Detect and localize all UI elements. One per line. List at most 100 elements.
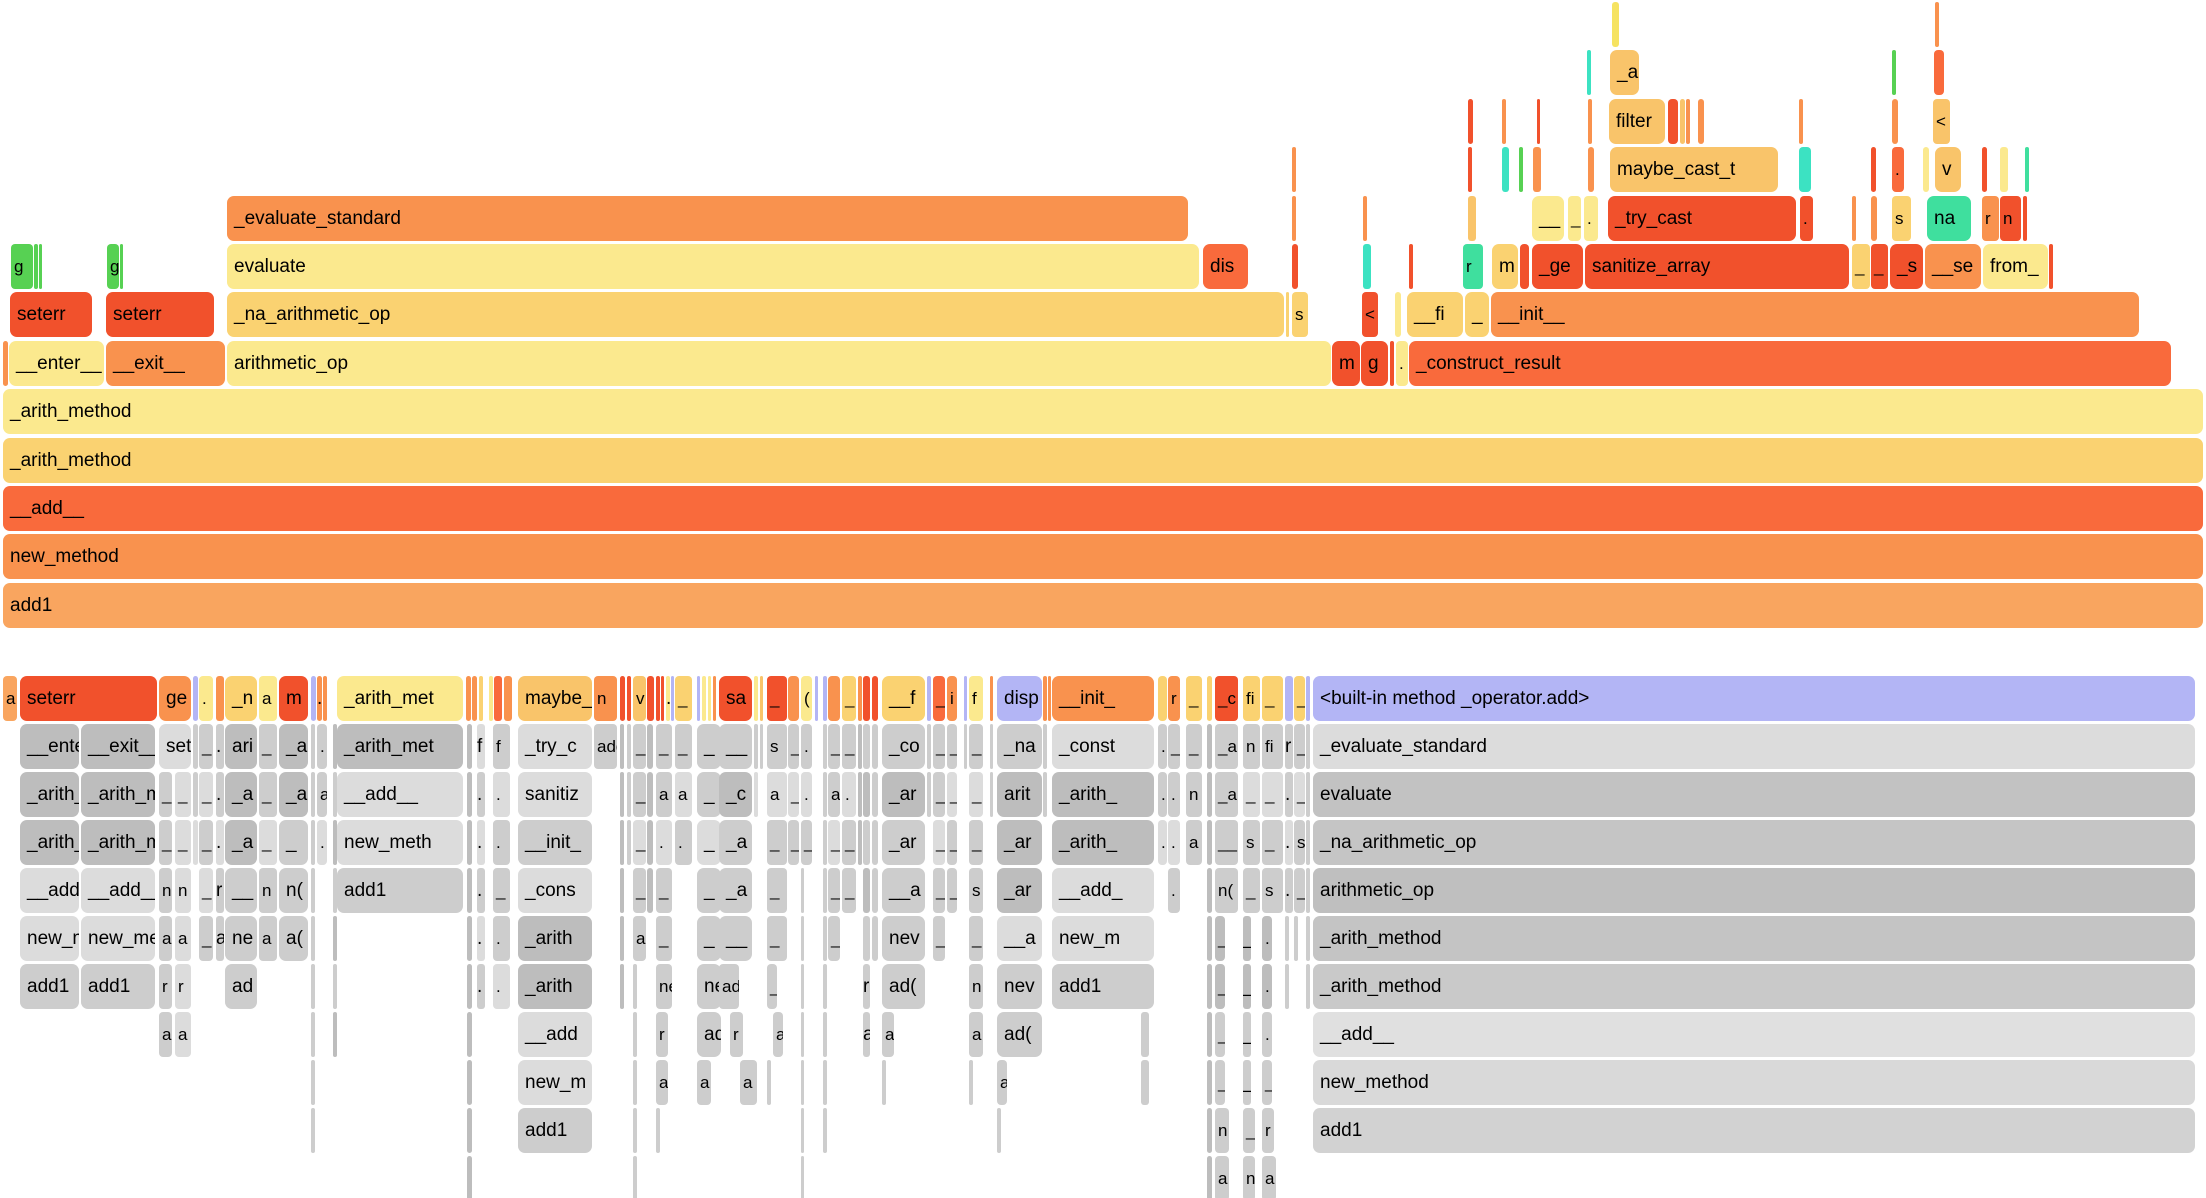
flame-frame[interactable] <box>823 964 827 1009</box>
flame-frame[interactable]: __init_ <box>518 820 592 865</box>
flame-frame[interactable]: _ <box>1215 1060 1225 1105</box>
flame-frame[interactable] <box>1468 147 1472 193</box>
flame-frame[interactable]: sa <box>719 676 752 721</box>
flame-frame[interactable] <box>1292 195 1296 241</box>
flame-frame[interactable] <box>882 1060 886 1105</box>
flame-frame[interactable]: . <box>1262 916 1272 961</box>
flame-frame[interactable]: <built-in method _operator.add> <box>1313 676 2195 721</box>
flame-frame[interactable] <box>467 964 472 1009</box>
flame-frame[interactable]: __enter__ <box>9 340 104 386</box>
flame-frame[interactable] <box>823 820 827 865</box>
flame-frame[interactable]: add1 <box>337 868 463 913</box>
flame-frame[interactable]: add1 <box>1052 964 1154 1009</box>
flame-frame[interactable] <box>863 916 870 961</box>
flame-frame[interactable] <box>1502 98 1506 144</box>
flame-frame[interactable]: a <box>317 772 327 817</box>
flame-frame[interactable] <box>801 1108 804 1153</box>
flame-frame[interactable]: _ <box>1243 916 1251 961</box>
flame-frame[interactable] <box>333 820 337 865</box>
flame-frame[interactable] <box>1612 2 1619 47</box>
flame-frame[interactable] <box>823 1108 827 1153</box>
flame-frame[interactable]: _ <box>788 724 799 769</box>
flame-frame[interactable]: s <box>1892 195 1911 241</box>
flame-frame[interactable] <box>311 1012 315 1057</box>
flame-frame[interactable]: r <box>216 868 224 913</box>
flame-frame[interactable]: . <box>1158 724 1167 769</box>
flame-frame[interactable]: new_method <box>3 534 2203 580</box>
flame-frame[interactable]: ad <box>697 1012 721 1057</box>
flame-frame[interactable]: a <box>740 1060 757 1105</box>
flame-frame[interactable]: . <box>493 772 510 817</box>
flame-frame[interactable] <box>661 676 664 721</box>
flame-frame[interactable]: __add__ <box>1313 1012 2195 1057</box>
flame-frame[interactable]: . <box>317 724 327 769</box>
flame-frame[interactable]: _ <box>788 772 799 817</box>
flame-frame[interactable] <box>627 676 631 721</box>
flame-frame[interactable] <box>1207 1060 1212 1105</box>
flame-frame[interactable] <box>872 724 878 769</box>
flame-frame[interactable]: m <box>279 676 308 721</box>
flame-frame[interactable]: a <box>882 1012 894 1057</box>
flame-frame[interactable]: _ <box>842 676 856 721</box>
flame-frame[interactable]: . <box>1168 868 1180 913</box>
flame-frame[interactable]: _ar <box>882 772 925 817</box>
flame-frame[interactable]: _ <box>1262 820 1283 865</box>
flame-frame[interactable] <box>858 676 862 721</box>
flame-frame[interactable]: . <box>477 916 485 961</box>
flame-frame[interactable] <box>489 676 493 721</box>
flame-frame[interactable]: a <box>675 772 692 817</box>
flame-frame[interactable]: _co <box>882 724 925 769</box>
flame-frame[interactable]: n <box>1243 1156 1255 1198</box>
flame-frame[interactable]: new_method <box>20 916 79 961</box>
flame-frame[interactable]: seterr <box>159 724 191 769</box>
flame-frame[interactable] <box>863 868 870 913</box>
flame-frame[interactable]: _a <box>225 820 257 865</box>
flame-frame[interactable] <box>990 772 993 817</box>
flame-frame[interactable]: _ <box>633 772 646 817</box>
flame-frame[interactable] <box>1207 820 1212 865</box>
flame-frame[interactable]: __add__ <box>20 868 79 913</box>
flame-frame[interactable] <box>872 772 878 817</box>
flame-frame[interactable] <box>1207 1108 1212 1153</box>
flame-frame[interactable]: f <box>493 724 510 769</box>
flame-frame[interactable]: _arith_method <box>3 437 2203 483</box>
flame-frame[interactable] <box>2023 195 2027 241</box>
flame-frame[interactable] <box>1207 868 1212 913</box>
flame-frame[interactable] <box>627 724 631 769</box>
flame-frame[interactable]: r <box>159 964 172 1009</box>
flame-frame[interactable]: . <box>477 820 485 865</box>
flame-frame[interactable]: n <box>594 676 617 721</box>
flame-frame[interactable] <box>39 244 42 289</box>
flame-frame[interactable] <box>34 244 38 289</box>
flame-frame[interactable]: evaluate <box>1313 772 2195 817</box>
flame-frame[interactable] <box>801 1012 804 1057</box>
flame-frame[interactable]: a <box>1262 1156 1276 1198</box>
flame-frame[interactable] <box>815 676 818 721</box>
flame-frame[interactable]: r <box>1463 244 1483 289</box>
flame-frame[interactable]: _ <box>767 820 787 865</box>
flame-frame[interactable]: add1 <box>594 724 617 769</box>
flame-frame[interactable] <box>494 676 502 721</box>
flame-frame[interactable] <box>801 964 804 1009</box>
flame-frame[interactable] <box>656 1108 660 1153</box>
flame-frame[interactable] <box>872 676 878 721</box>
flame-frame[interactable] <box>467 820 472 865</box>
flame-frame[interactable] <box>1306 868 1310 913</box>
flame-frame[interactable]: _ <box>1568 195 1581 241</box>
flame-frame[interactable] <box>858 724 862 769</box>
flame-frame[interactable] <box>1141 1060 1149 1105</box>
flame-frame[interactable]: _ <box>828 868 840 913</box>
flame-frame[interactable]: _ <box>933 916 945 961</box>
flame-frame[interactable] <box>1537 98 1540 144</box>
flame-frame[interactable]: _try_c <box>518 724 592 769</box>
flame-frame[interactable] <box>1141 1012 1149 1057</box>
flame-frame[interactable]: r <box>1285 724 1293 769</box>
flame-frame[interactable]: . <box>317 820 327 865</box>
flame-frame[interactable]: ge <box>159 676 191 721</box>
flame-frame[interactable] <box>311 820 315 865</box>
flame-frame[interactable] <box>311 1060 315 1105</box>
flame-frame[interactable]: n <box>1215 1108 1229 1153</box>
flame-frame[interactable]: a <box>259 916 277 961</box>
flame-frame[interactable] <box>193 676 198 721</box>
flame-frame[interactable]: _na_arithmetic_op <box>227 292 1284 338</box>
